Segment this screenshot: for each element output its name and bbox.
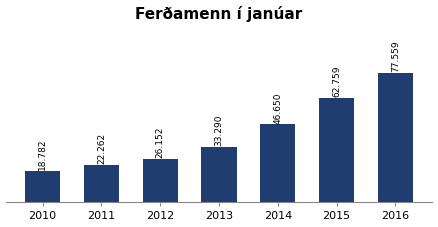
Text: 46.650: 46.650 <box>273 92 283 123</box>
Bar <box>25 171 60 202</box>
Text: 22.262: 22.262 <box>97 133 106 164</box>
Text: 33.290: 33.290 <box>215 114 223 146</box>
Bar <box>319 98 354 202</box>
Text: 18.782: 18.782 <box>38 139 47 170</box>
Title: Ferðamenn í janúar: Ferðamenn í janúar <box>135 5 303 22</box>
Text: 26.152: 26.152 <box>155 126 165 158</box>
Bar <box>142 159 178 202</box>
Bar <box>201 147 237 202</box>
Text: 62.759: 62.759 <box>332 65 341 97</box>
Bar <box>84 165 119 202</box>
Text: 77.559: 77.559 <box>391 40 400 72</box>
Bar <box>260 124 296 202</box>
Bar <box>378 73 413 202</box>
